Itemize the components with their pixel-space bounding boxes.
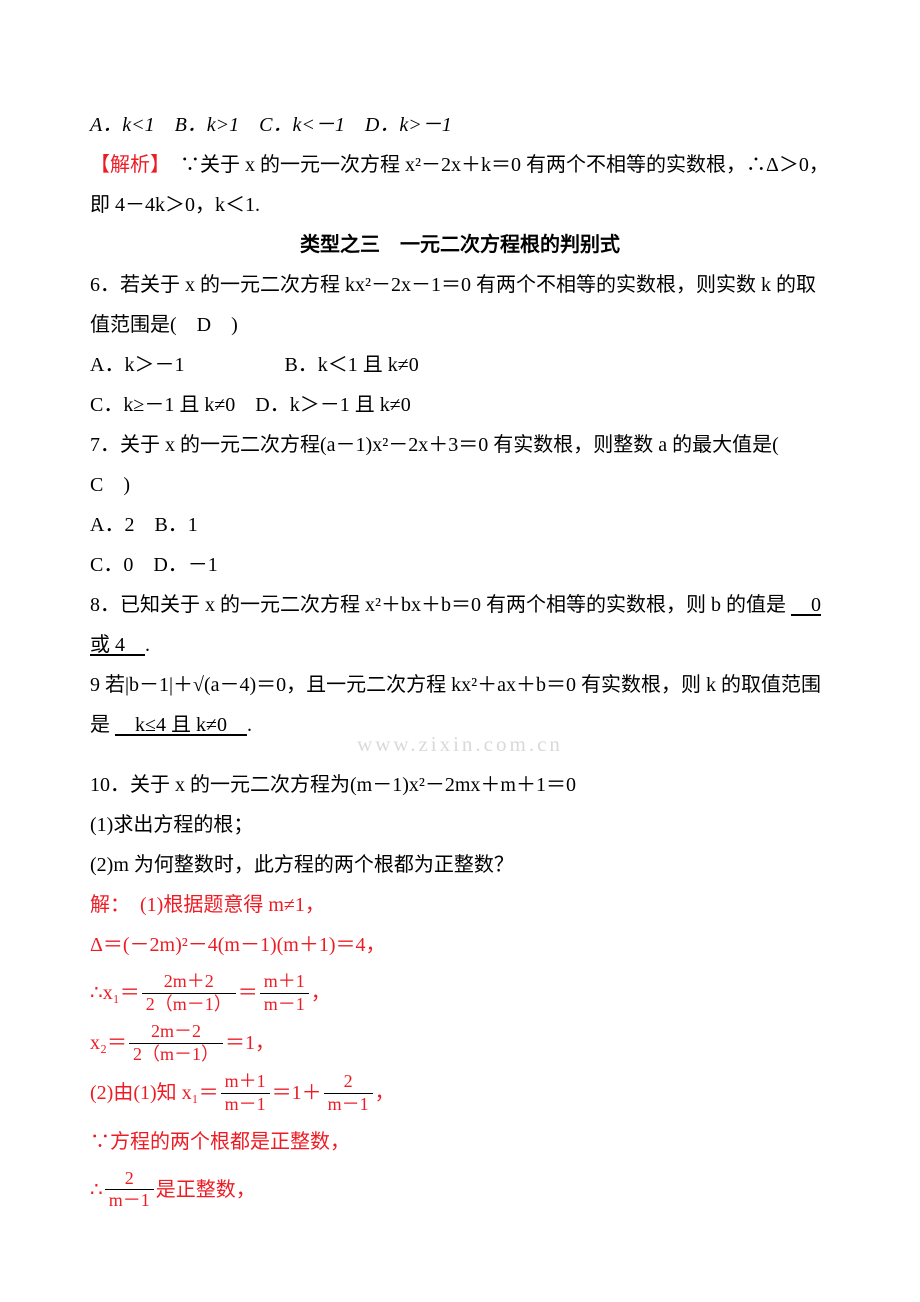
frac6-den: m－1 [105,1190,154,1212]
q6-opt-cd: C．k≥－1 且 k≠0 D．k＞－1 且 k≠0 [90,385,830,425]
q7-stem: 7．关于 x 的一元二次方程(a－1)x²－2x＋3＝0 有实数根，则整数 a … [90,425,830,505]
q7-opt-ab: A．2 B．1 [90,505,830,545]
fraction-3: 2m－2 2（m－1） [129,1021,223,1065]
fraction-6: 2 m－1 [105,1168,154,1212]
frac2-den: m－1 [260,994,309,1016]
part2-line: (2)由(1)知 x₁＝ m＋1 m－1 ＝1＋ 2 m－1 ， [90,1071,830,1115]
watermark-text: www.zixin.com.cn [90,723,830,765]
therefore: ∴ [90,1170,103,1210]
q6-stem: 6．若关于 x 的一元二次方程 kx²－2x－1＝0 有两个不相等的实数根，则实… [90,265,830,345]
fraction-1: 2m＋2 2（m－1） [142,971,236,1015]
x1-prefix: ∴x₁＝ [90,973,140,1013]
q6-opt-ab: A．k＞－1 B．k＜1 且 k≠0 [90,345,830,385]
q10-stem: 10．关于 x 的一元二次方程为(m－1)x²－2mx＋m＋1＝0 [90,765,830,805]
comma-2: ， [375,1073,395,1113]
section-title-3: 类型之三 一元二次方程根的判别式 [90,225,830,265]
solution-line-2: Δ＝(－2m)²－4(m－1)(m＋1)＝4， [90,925,830,965]
frac4-num: m＋1 [221,1071,270,1094]
fraction-5: 2 m－1 [324,1071,373,1115]
x1-equation: ∴x₁＝ 2m＋2 2（m－1） ＝ m＋1 m－1 ， [90,971,830,1015]
options-line: A．k<1 B．k>1 C．k<－1 D．k>－1 [90,105,830,145]
q7-opt-cd: C．0 D．－1 [90,545,830,585]
q8-stem: 8．已知关于 x 的一元二次方程 x²＋bx＋b＝0 有两个相等的实数根，则 b… [90,594,786,616]
mid-text: ＝1＋ [272,1073,322,1113]
analysis-label: 【解析】 [90,154,160,176]
analysis-text: ∵关于 x 的一元一次方程 x²－2x＋k＝0 有两个不相等的实数根，∴Δ＞0，… [90,154,829,216]
frac3-den: 2（m－1） [129,1044,223,1066]
solution-line-4: ∴ 2 m－1 是正整数， [90,1168,830,1212]
frac1-den: 2（m－1） [142,994,236,1016]
q8-end: . [145,634,150,656]
frac2-num: m＋1 [260,971,309,994]
equals-one: ＝1， [225,1023,275,1063]
solution-line-1: 解： (1)根据题意得 m≠1， [90,885,830,925]
frac6-num: 2 [105,1168,154,1191]
x2-prefix: x₂＝ [90,1023,127,1063]
fraction-4: m＋1 m－1 [221,1071,270,1115]
q8-line: 8．已知关于 x 的一元二次方程 x²＋bx＋b＝0 有两个相等的实数根，则 b… [90,585,830,665]
frac5-num: 2 [324,1071,373,1094]
q10-part1: (1)求出方程的根； [90,805,830,845]
fraction-2: m＋1 m－1 [260,971,309,1015]
is-pos-int: 是正整数， [156,1170,256,1210]
equals-1: ＝ [238,973,258,1013]
frac4-den: m－1 [221,1094,270,1116]
q10-part2: (2)m 为何整数时，此方程的两个根都为正整数？ [90,845,830,885]
comma-1: ， [311,973,331,1013]
solution-line-3: ∵方程的两个根都是正整数， [90,1122,830,1162]
frac1-num: 2m＋2 [142,971,236,994]
analysis-line: 【解析】 ∵关于 x 的一元一次方程 x²－2x＋k＝0 有两个不相等的实数根，… [90,145,830,225]
part2-prefix: (2)由(1)知 x₁＝ [90,1073,219,1113]
q9-line: 9 若|b－1|＋√(a－4)＝0，且一元二次方程 kx²＋ax＋b＝0 有实数… [90,665,830,765]
x2-equation: x₂＝ 2m－2 2（m－1） ＝1， [90,1021,830,1065]
frac3-num: 2m－2 [129,1021,223,1044]
frac5-den: m－1 [324,1094,373,1116]
